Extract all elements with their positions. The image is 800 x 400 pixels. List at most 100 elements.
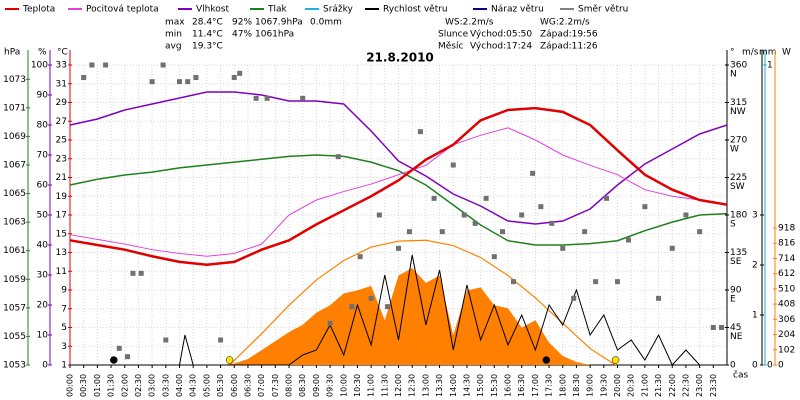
wind-direction-point bbox=[130, 270, 136, 276]
y-tick-label: 25 bbox=[56, 136, 67, 146]
sun-label: Slunce bbox=[438, 30, 469, 40]
y-tick-label: 306 bbox=[778, 315, 795, 325]
y-tick-label: 100 bbox=[31, 61, 48, 71]
y-tick-label: 19 bbox=[56, 192, 68, 202]
wind-direction-point bbox=[656, 295, 662, 301]
y-tick-label: 80 bbox=[37, 121, 49, 131]
series-line bbox=[69, 106, 728, 266]
y-tick-label: 1 bbox=[767, 61, 773, 71]
stat-label: min bbox=[165, 30, 182, 40]
wind-direction-point bbox=[560, 245, 566, 251]
sun-rise: Východ:05:50 bbox=[470, 30, 532, 40]
wind-direction-point bbox=[124, 354, 130, 360]
legend-label: Srážky bbox=[323, 5, 354, 15]
wind-direction-point bbox=[549, 220, 555, 226]
x-tick-label: 04:30 bbox=[189, 374, 198, 397]
stat-value: 1067.9hPa bbox=[255, 18, 303, 28]
x-tick-label: 08:30 bbox=[298, 374, 307, 397]
series-line bbox=[69, 154, 728, 246]
legend-label: Teplota bbox=[22, 5, 55, 15]
stat-label: avg bbox=[165, 42, 182, 52]
x-tick-label: 00:00 bbox=[66, 374, 75, 397]
series-line bbox=[69, 91, 728, 225]
y-tick-label: 30 bbox=[37, 271, 49, 281]
y-tick-label: 180 bbox=[730, 211, 747, 221]
x-tick-label: 06:30 bbox=[243, 374, 252, 397]
x-tick-label: 05:00 bbox=[202, 374, 211, 397]
y-tick-label: 612 bbox=[778, 269, 795, 279]
x-tick-label: 20:30 bbox=[627, 374, 636, 397]
wind-direction-point bbox=[625, 237, 631, 243]
y-tick-label: 1071 bbox=[3, 103, 26, 113]
wind-direction-point bbox=[697, 229, 703, 235]
y-tick-label: 9 bbox=[61, 286, 67, 296]
y-tick-label: 1065 bbox=[3, 189, 26, 199]
wind-direction-point bbox=[237, 70, 243, 76]
wind-direction-point bbox=[349, 304, 355, 310]
wind-direction-point bbox=[253, 95, 259, 101]
y-tick-label: 33 bbox=[56, 61, 67, 71]
y-tick-label: 714 bbox=[778, 254, 795, 264]
stat-label: max bbox=[165, 18, 185, 28]
wind-direction-point bbox=[185, 79, 191, 85]
y-tick-label: 1061 bbox=[3, 246, 26, 256]
axis-unit: ° bbox=[730, 48, 735, 58]
x-tick-label: 02:30 bbox=[134, 374, 143, 397]
wind-direction-point bbox=[519, 212, 525, 218]
y-tick-label: 0 bbox=[730, 361, 736, 371]
wind-direction-point bbox=[406, 229, 412, 235]
stat-value: 1061hPa bbox=[255, 30, 294, 40]
y-tick-label: 15 bbox=[56, 229, 67, 239]
wind-info: WG:2.2m/s bbox=[540, 18, 590, 28]
y-tick-label: 0 bbox=[778, 361, 784, 371]
wind-direction-point bbox=[439, 229, 445, 235]
stat-value: 28.4°C bbox=[192, 18, 223, 28]
y-tick-label: 102 bbox=[778, 345, 795, 355]
axis-unit: % bbox=[38, 48, 47, 58]
x-tick-label: 01:30 bbox=[107, 374, 116, 397]
legend-label: Vlhkost bbox=[196, 5, 229, 15]
wind-direction-point bbox=[264, 95, 270, 101]
radiation-area bbox=[220, 267, 591, 365]
x-tick-label: 23:00 bbox=[695, 374, 704, 397]
y-tick-label: 70 bbox=[37, 151, 49, 161]
y-tick-label: 270 bbox=[730, 136, 747, 146]
y-tick-label: 225 bbox=[730, 173, 747, 183]
wind-direction-point bbox=[615, 279, 620, 285]
compass-label: W bbox=[730, 145, 739, 155]
y-tick-label: 1067 bbox=[3, 161, 26, 171]
axis-unit: W bbox=[782, 48, 791, 58]
x-tick-label: 09:00 bbox=[312, 374, 321, 397]
x-tick-label: 00:30 bbox=[79, 374, 88, 397]
x-tick-label: 23:30 bbox=[709, 374, 718, 397]
y-tick-label: 1057 bbox=[3, 303, 26, 313]
moon-set: Západ:11:26 bbox=[540, 42, 598, 52]
wind-direction-point bbox=[357, 254, 363, 260]
x-tick-label: 11:30 bbox=[380, 374, 389, 397]
x-tick-label: 07:30 bbox=[271, 374, 280, 397]
y-tick-label: 29 bbox=[56, 98, 68, 108]
wind-direction-point bbox=[431, 195, 437, 201]
x-tick-label: 01:00 bbox=[93, 374, 102, 397]
event-marker bbox=[225, 356, 234, 364]
x-tick-label: 06:00 bbox=[230, 374, 239, 397]
y-tick-label: 3 bbox=[752, 211, 758, 221]
chart-title: 21.8.2010 bbox=[366, 51, 434, 65]
x-tick-label: 05:30 bbox=[216, 374, 225, 397]
y-tick-label: 0 bbox=[752, 361, 758, 371]
event-marker bbox=[110, 356, 118, 364]
wind-direction-point bbox=[81, 75, 87, 80]
x-tick-label: 13:30 bbox=[435, 374, 444, 397]
series-line bbox=[69, 127, 728, 257]
y-tick-label: 17 bbox=[56, 211, 67, 221]
wind-direction-point bbox=[149, 79, 155, 85]
x-tick-label: 10:00 bbox=[339, 374, 348, 397]
wind-direction-point bbox=[335, 154, 341, 160]
wind-direction-point bbox=[450, 162, 456, 168]
series-line bbox=[229, 239, 616, 366]
event-marker bbox=[542, 356, 551, 364]
x-tick-label: 17:30 bbox=[545, 374, 554, 397]
wind-direction-point bbox=[177, 79, 182, 85]
stat-value: 92% bbox=[232, 18, 252, 28]
